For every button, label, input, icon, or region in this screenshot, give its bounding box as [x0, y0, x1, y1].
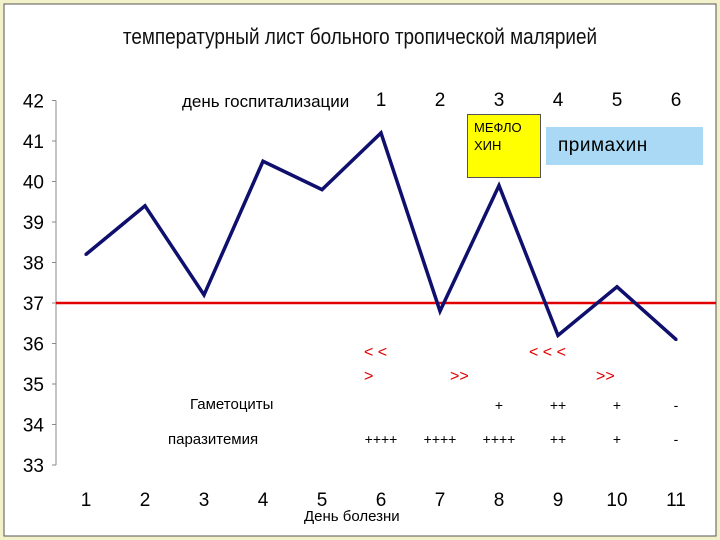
gametocytes-mark: - — [673, 397, 679, 413]
drug-mefloquine-box: МЕФЛО ХИН — [467, 114, 541, 178]
x-tick-label: 7 — [435, 490, 446, 511]
gametocytes-mark: + — [612, 397, 622, 413]
y-tick-label: 35 — [23, 375, 44, 396]
x-tick-label: 6 — [376, 490, 387, 511]
temperature-point — [143, 204, 147, 208]
hospital-day-number: 6 — [670, 90, 682, 111]
y-tick-label: 38 — [23, 254, 44, 275]
parasitemia-mark: ++++ — [364, 431, 398, 447]
gametocytes-mark: + — [494, 397, 504, 413]
temperature-point — [84, 252, 88, 256]
drug-primaquine-box: примахин — [546, 127, 703, 165]
trend-annotation: >> — [450, 368, 469, 385]
hospital-day-number: 1 — [375, 90, 387, 111]
parasitemia-mark: ++++ — [423, 431, 457, 447]
temperature-point — [674, 337, 678, 342]
trend-annotation: < < — [364, 344, 388, 361]
y-tick-label: 33 — [23, 456, 44, 477]
parasitemia-mark: - — [673, 431, 679, 447]
x-tick-label: 1 — [81, 490, 92, 511]
y-tick-label: 41 — [23, 132, 44, 153]
trend-annotation: > — [364, 368, 374, 385]
temperature-point — [438, 309, 442, 313]
x-tick-label: 4 — [258, 490, 269, 511]
y-tick-label: 42 — [23, 92, 44, 113]
trend-annotation: < < < — [529, 344, 566, 361]
temperature-point — [320, 188, 324, 192]
parasitemia-mark: + — [612, 431, 622, 447]
x-tick-label: 9 — [553, 490, 564, 511]
parasitemia-mark: ++ — [549, 431, 567, 447]
x-tick-label: 8 — [494, 490, 505, 511]
x-tick-label: 3 — [199, 490, 210, 511]
hospital-day-number: 4 — [552, 90, 564, 111]
x-tick-label: 2 — [140, 490, 151, 511]
temperature-point — [615, 285, 619, 289]
gametocytes-label: Гаметоциты — [190, 396, 274, 413]
x-tick-label: 11 — [666, 490, 686, 511]
y-tick-label: 34 — [23, 416, 45, 437]
parasitemia-mark: ++++ — [482, 431, 516, 447]
chart-title: температурный лист больного тропической … — [122, 24, 598, 49]
hospital-day-number: 2 — [434, 90, 446, 111]
y-tick-label: 40 — [23, 173, 44, 194]
hospital-day-number: 5 — [611, 90, 623, 111]
x-tick-label: 5 — [317, 490, 328, 511]
temperature-point — [556, 333, 560, 337]
trend-annotation: >> — [596, 368, 615, 385]
gametocytes-mark: ++ — [549, 397, 567, 413]
temperature-point — [379, 131, 383, 135]
drug-mefloquine-line1: МЕФЛО — [474, 120, 522, 135]
temperature-point — [497, 183, 501, 188]
x-tick-label: 10 — [606, 490, 627, 511]
parasitemia-label: паразитемия — [168, 431, 259, 448]
temperature-point — [261, 159, 265, 163]
temperature-point — [202, 293, 206, 297]
hospital-day-number: 3 — [493, 90, 505, 111]
x-axis-label: День болезни — [304, 508, 400, 525]
drug-mefloquine-line2: ХИН — [474, 138, 502, 153]
y-tick-label: 37 — [23, 294, 44, 315]
y-tick-label: 39 — [23, 213, 44, 234]
hospital-days-label: день госпитализации — [182, 92, 350, 111]
y-tick-label: 36 — [23, 335, 44, 356]
